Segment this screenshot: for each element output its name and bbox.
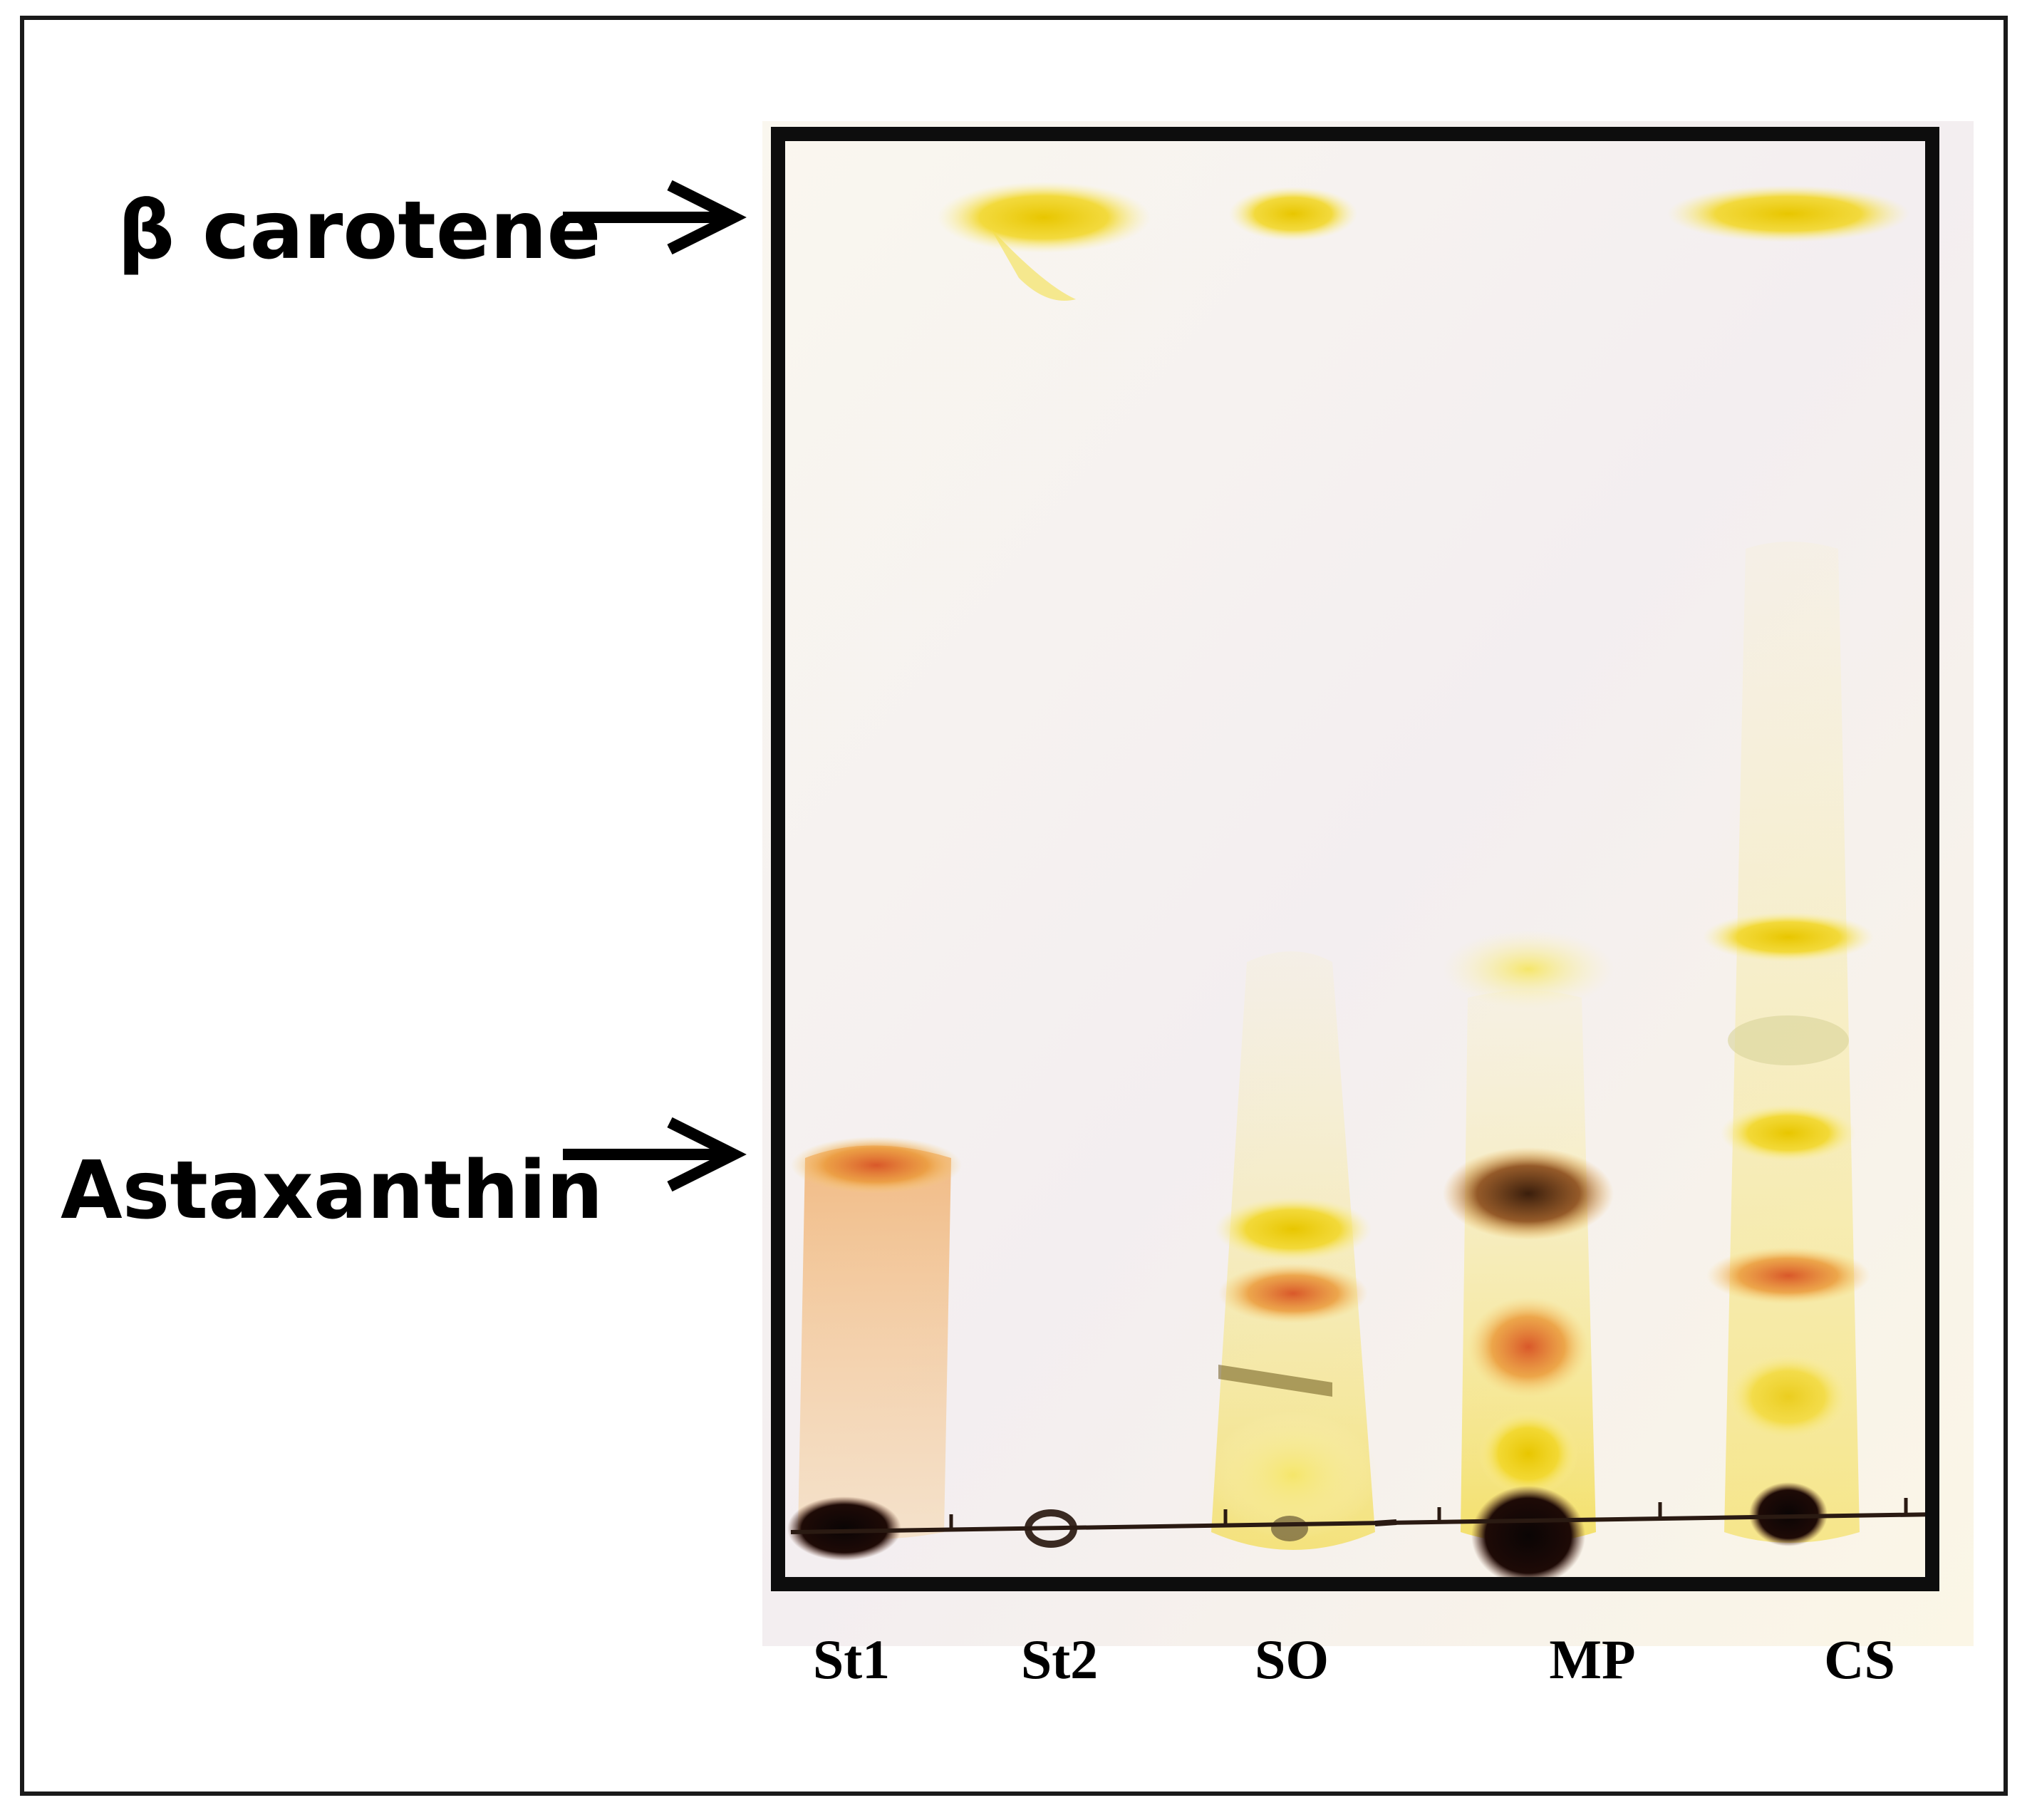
- lane-label-st1: St1: [812, 1628, 891, 1690]
- lane-label-st2: St2: [1020, 1628, 1099, 1690]
- astaxanthin-label: Astaxanthin: [61, 1144, 603, 1237]
- tlc-plate: [762, 121, 1974, 1646]
- lane-label-so: SO: [1254, 1628, 1329, 1690]
- beta-carotene-label: β carotene: [118, 185, 601, 277]
- lane-label-mp: MP: [1549, 1628, 1636, 1690]
- astaxanthin-arrow: [563, 1117, 747, 1192]
- lane-label-cs: CS: [1824, 1628, 1895, 1690]
- tlc-plate-image: [762, 121, 1974, 1646]
- beta-carotene-arrow: [563, 180, 747, 255]
